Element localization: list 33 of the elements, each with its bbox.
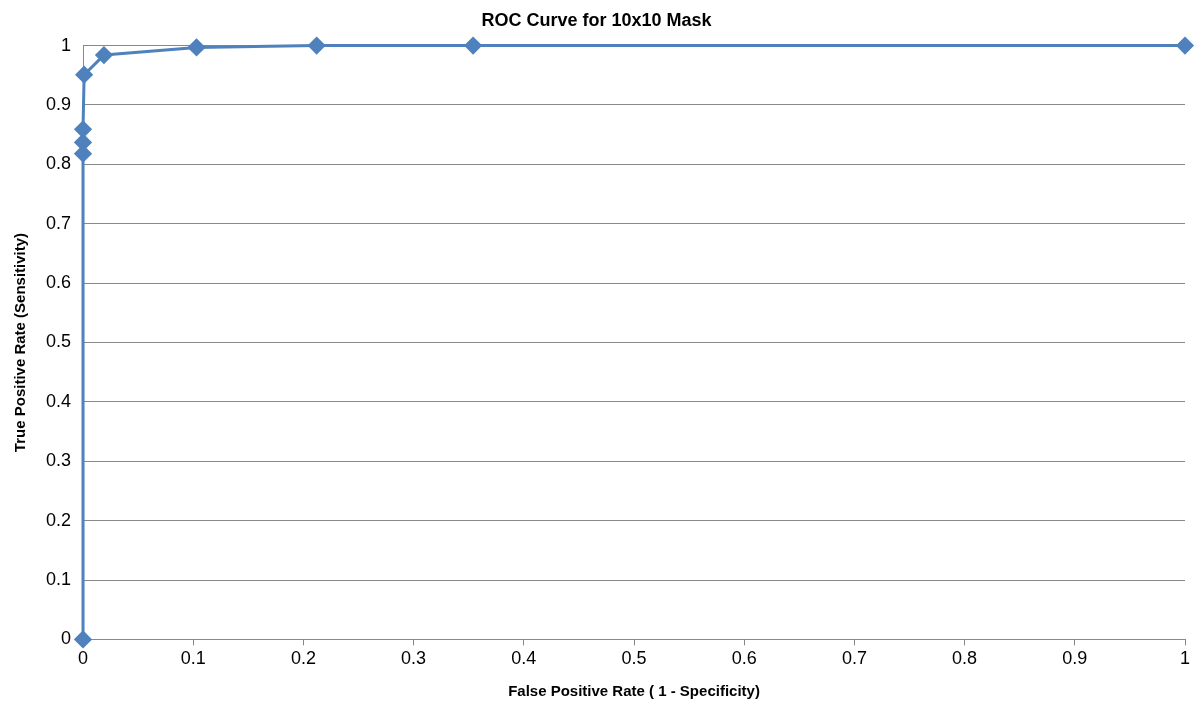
y-tick-label: 1 — [61, 34, 72, 55]
x-tick-label: 0.7 — [841, 648, 867, 669]
y-tick-label: 0.5 — [45, 331, 72, 352]
point — [188, 38, 206, 56]
x-tick-label: 0.1 — [180, 648, 206, 669]
y-tick-label: 0.8 — [45, 153, 72, 174]
x-tick-label: 0.2 — [290, 648, 316, 669]
point — [464, 37, 482, 55]
x-tick-label: 0.3 — [401, 648, 427, 669]
point — [1176, 37, 1194, 55]
x-tick-label: 1 — [1179, 648, 1191, 669]
y-tick-label: 0.9 — [45, 93, 72, 114]
point — [308, 37, 326, 55]
y-tick-label: 0 — [61, 628, 72, 649]
x-tick-label: 0.4 — [511, 648, 537, 669]
y-tick-label: 0.2 — [45, 509, 72, 530]
x-tick-label: 0.8 — [952, 648, 978, 669]
x-tick-label: 0 — [78, 648, 89, 669]
point — [74, 120, 92, 138]
x-axis-title: False Positive Rate ( 1 - Specificity) — [508, 682, 760, 700]
y-tick-label: 0.6 — [45, 272, 72, 293]
point — [75, 66, 93, 84]
y-tick-label: 0.3 — [45, 450, 72, 471]
y-tick-label: 0.7 — [45, 212, 72, 233]
chart-title: ROC Curve for 10x10 Mask — [481, 9, 713, 30]
point — [95, 46, 113, 64]
x-tick-label: 0.5 — [621, 648, 647, 669]
y-axis-title: True Positive Rate (Sensitivity) — [11, 232, 29, 453]
x-tick-label: 0.9 — [1062, 648, 1088, 669]
y-tick-label: 0.1 — [45, 568, 72, 589]
x-tick-label: 0.6 — [731, 648, 757, 669]
y-tick-label: 0.4 — [45, 390, 72, 411]
point — [74, 630, 92, 648]
